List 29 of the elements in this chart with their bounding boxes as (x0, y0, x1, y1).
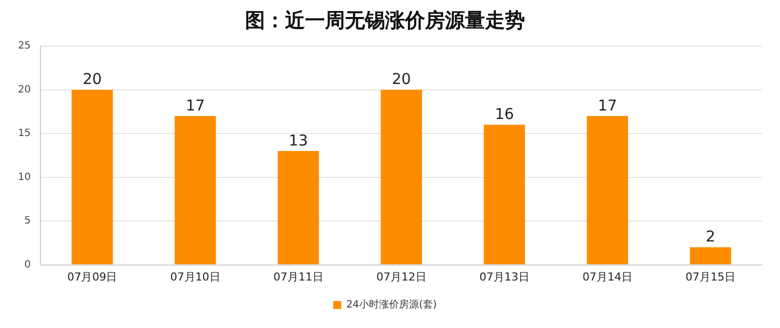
data-label: 13 (288, 131, 308, 150)
y-tick-label: 20 (18, 84, 31, 96)
data-label: 16 (494, 105, 514, 124)
x-tick-label: 07月11日 (273, 270, 324, 284)
y-tick-label: 10 (18, 172, 31, 183)
data-label: 17 (186, 96, 205, 114)
bar (484, 124, 526, 264)
bar (72, 90, 113, 264)
bar (380, 90, 422, 264)
y-tick-label: 5 (24, 216, 31, 227)
data-label: 20 (392, 70, 411, 88)
bar (174, 116, 216, 264)
x-tick-label: 07月12日 (376, 270, 426, 284)
bar (690, 247, 732, 264)
legend-label: 24小时涨价房源(套) (346, 298, 437, 311)
data-label: 17 (598, 96, 617, 114)
x-tick-label: 07月14日 (582, 270, 632, 284)
y-tick-label: 15 (18, 128, 31, 140)
bar (278, 151, 319, 264)
data-label: 2 (706, 228, 716, 246)
x-tick-label: 07月10日 (170, 270, 220, 284)
x-tick-label: 07月09日 (67, 270, 118, 284)
data-label: 20 (82, 70, 102, 88)
y-tick-label: 25 (18, 40, 31, 52)
x-tick-label: 07月13日 (479, 270, 530, 284)
x-tick-label: 07月15日 (685, 270, 736, 284)
y-tick-label: 0 (24, 259, 31, 270)
chart-title: 图：近一周无锡涨价房源量走势 (245, 8, 525, 32)
bar (586, 116, 628, 264)
